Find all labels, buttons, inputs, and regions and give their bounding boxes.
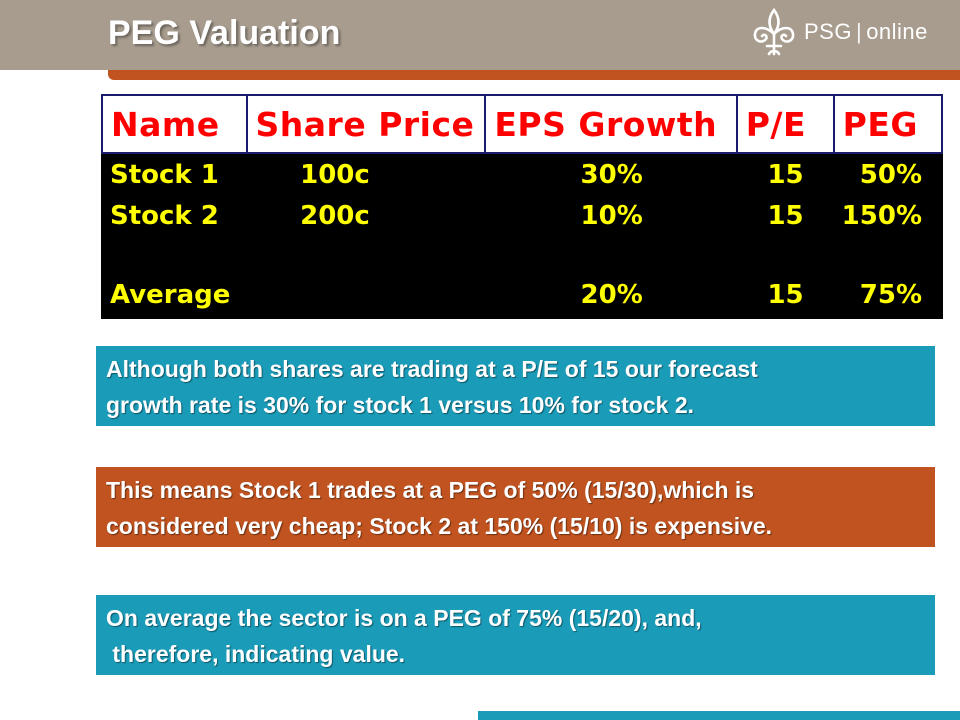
header-bar <box>0 0 960 70</box>
callout-line: growth rate is 30% for stock 1 versus 10… <box>106 392 695 418</box>
footer-accent-bar <box>478 711 960 720</box>
col-header-peg: PEG <box>832 94 944 154</box>
cell-peg: 75% <box>859 279 922 310</box>
cell-pe: 15 <box>767 279 804 310</box>
cell-pe: 15 <box>767 200 804 231</box>
page-title: PEG Valuation <box>108 14 341 52</box>
callout-line: therefore, indicating value. <box>106 641 406 667</box>
col-header-share-price: Share Price <box>245 94 487 154</box>
cell-name: Stock 2 <box>110 200 219 231</box>
cell-name: Average <box>110 279 231 310</box>
table-row: Stock 1 100c 30% 15 50% <box>102 153 942 195</box>
callout-line: considered very cheap; Stock 2 at 150% (… <box>106 513 773 539</box>
col-header-pe: P/E <box>735 94 835 154</box>
fleur-de-lis-icon <box>753 7 795 56</box>
psg-online-logo: PSG | online <box>746 6 946 58</box>
callout-line: This means Stock 1 trades at a PEG of 50… <box>106 477 755 503</box>
col-header-eps-growth: EPS Growth <box>484 94 738 154</box>
cell-eps-growth: 20% <box>580 279 643 310</box>
col-header-name: Name <box>101 94 248 154</box>
logo-separator: | <box>855 19 863 44</box>
table-spacer-row <box>102 236 942 274</box>
cell-share-price: 100c <box>300 159 370 190</box>
cell-share-price: 200c <box>300 200 370 231</box>
logo-wordmark: PSG | online <box>804 19 928 45</box>
title-underline <box>108 70 960 80</box>
table-header-row: Name Share Price EPS Growth P/E PEG <box>101 94 944 154</box>
callout-peg-meaning: This means Stock 1 trades at a PEG of 50… <box>96 467 935 547</box>
cell-peg: 50% <box>859 159 922 190</box>
empty-cell <box>102 236 942 274</box>
logo-brand: PSG <box>804 19 852 44</box>
cell-pe: 15 <box>767 159 804 190</box>
table-row: Stock 2 200c 10% 15 150% <box>102 195 942 236</box>
cell-share-price <box>247 274 486 319</box>
logo-suffix: online <box>866 19 928 44</box>
peg-table: Name Share Price EPS Growth P/E PEG Stoc… <box>101 94 944 319</box>
cell-eps-growth: 30% <box>580 159 643 190</box>
cell-peg: 150% <box>841 200 922 231</box>
callout-sector-average: On average the sector is on a PEG of 75%… <box>96 595 935 675</box>
callout-forecast-growth: Although both shares are trading at a P/… <box>96 346 935 426</box>
cell-eps-growth: 10% <box>580 200 643 231</box>
table-row: Average 20% 15 75% <box>102 274 942 319</box>
cell-name: Stock 1 <box>110 159 219 190</box>
callout-line: On average the sector is on a PEG of 75%… <box>106 605 702 631</box>
callout-line: Although both shares are trading at a P/… <box>106 356 758 382</box>
